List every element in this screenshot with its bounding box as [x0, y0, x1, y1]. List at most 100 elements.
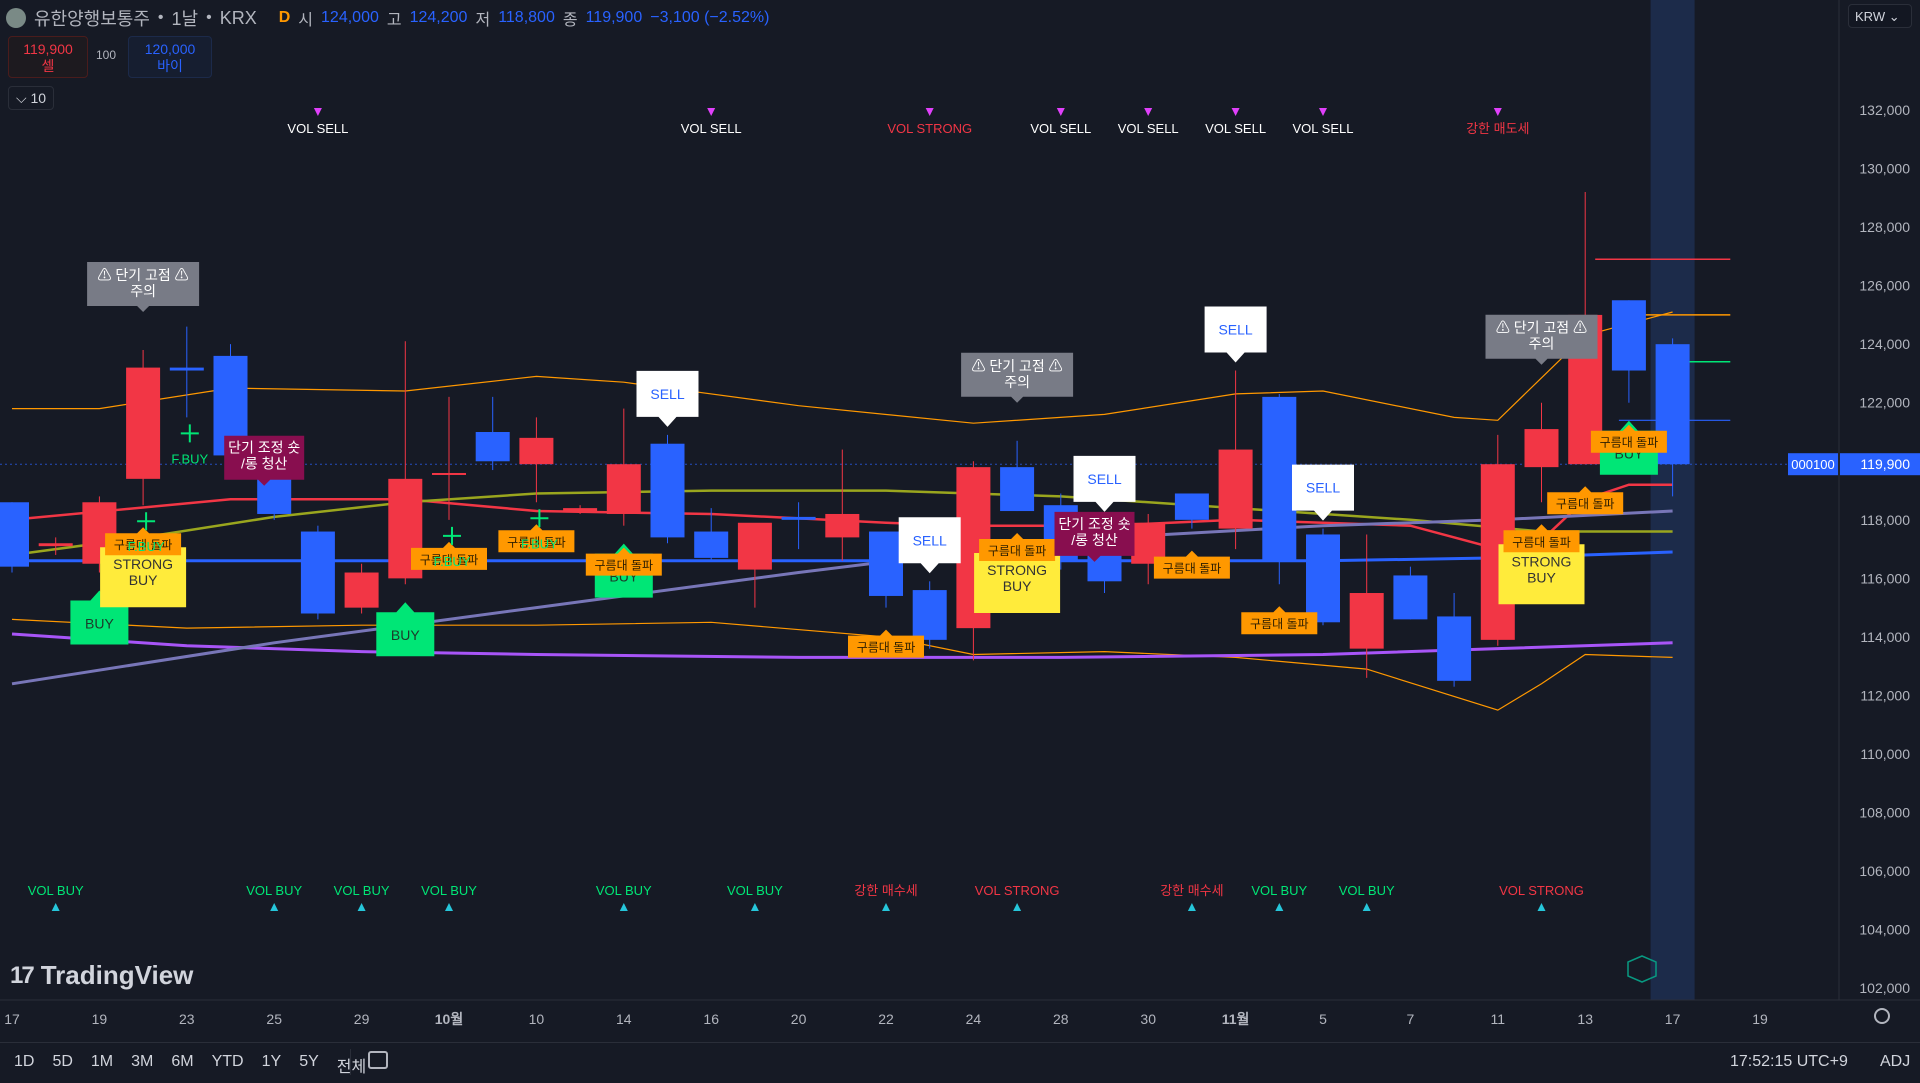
vol-sell-label: VOL SELL: [1205, 121, 1266, 136]
indicator-toggle-button[interactable]: ⌵ 10: [8, 86, 54, 110]
candle-body: [1000, 467, 1035, 512]
vol-buy-marker-icon: [357, 903, 366, 911]
candle-body: [1174, 493, 1209, 520]
range-all[interactable]: 전체: [336, 1059, 367, 1076]
caution-tag: [961, 352, 1074, 403]
date-tick-label: 5: [1319, 1011, 1327, 1027]
vol-buy-marker-icon: [882, 903, 890, 911]
interval-label[interactable]: 1날: [171, 9, 199, 29]
price-tick-label: 106,000: [1859, 863, 1910, 879]
vol-sell-marker-icon: [925, 108, 934, 116]
vol-sell-marker-icon: [1493, 108, 1502, 116]
range-5y[interactable]: 5Y: [299, 1053, 319, 1070]
settings-gear-icon[interactable]: [1874, 1008, 1890, 1024]
fbuy-label: F.BUY: [521, 536, 558, 551]
candle-body: [432, 472, 466, 475]
vol-buy-label: VOL BUY: [421, 883, 477, 898]
range-6m[interactable]: 6M: [171, 1053, 194, 1070]
cloud-break-label: 구름대 돌파: [595, 559, 654, 573]
price-tick-label: 124,000: [1859, 336, 1910, 352]
range-ytd[interactable]: YTD: [211, 1053, 244, 1070]
currency-select[interactable]: KRW ⌄: [1848, 4, 1912, 28]
caution-label: ⚠ 단기 고점 ⚠: [1496, 320, 1587, 336]
date-tick-label: 29: [354, 1011, 370, 1027]
candle-body: [1218, 449, 1253, 529]
sell-signal-tag: [898, 517, 961, 574]
cloud-break-tag: [1503, 524, 1580, 553]
tradingview-logo[interactable]: 17 TradingView: [10, 960, 193, 991]
vol-buy-label: VOL BUY: [1339, 883, 1395, 898]
date-tick-label: 22: [878, 1011, 894, 1027]
vol-buy-marker-icon: [1187, 903, 1196, 911]
candle-body: [606, 464, 641, 514]
sell-signal-label: SELL: [913, 532, 947, 548]
cloud-break-label: 구름대 돌파: [1512, 535, 1571, 549]
range-1d[interactable]: 1D: [14, 1053, 35, 1070]
vol-buy-marker-icon: [1537, 903, 1546, 911]
order-quantity[interactable]: 100: [96, 48, 117, 62]
strong-buy-label: STRONG: [1512, 553, 1572, 569]
open-value: 124,000: [321, 9, 379, 26]
vol-sell-label: VOL SELL: [1293, 121, 1354, 136]
low-label: 저: [475, 12, 491, 29]
vol-sell-label: VOL SELL: [287, 121, 348, 136]
cloud-break-tag: [979, 533, 1056, 562]
adj-button[interactable]: ADJ: [1880, 1053, 1911, 1070]
symbol-title[interactable]: 유한양행보통주: [34, 9, 150, 29]
clock-display[interactable]: 17:52:15 UTC+9: [1730, 1053, 1848, 1070]
vol-buy-marker-icon: [270, 903, 279, 911]
vol-sell-label: VOL SELL: [1030, 121, 1091, 136]
candle-body: [169, 367, 204, 371]
date-range-calendar-icon[interactable]: [368, 1051, 388, 1069]
last-price-label: 119,900: [1860, 456, 1910, 472]
vol-sell-label: 강한 매도세: [1466, 121, 1529, 136]
vol-buy-marker-icon: [1275, 903, 1284, 911]
candle-body: [1393, 575, 1428, 620]
vol-buy-label: VOL BUY: [727, 883, 783, 898]
vol-sell-label: VOL SELL: [1118, 121, 1179, 136]
bottom-toolbar: 1D 5D 1M 3M 6M YTD 1Y 5Y 전체 17:52:15 UTC…: [0, 1042, 1920, 1083]
range-5d[interactable]: 5D: [52, 1053, 73, 1070]
sell-button[interactable]: 119,900 셀: [8, 36, 88, 78]
price-tick-label: 116,000: [1860, 570, 1910, 586]
cloud-band-line: [11, 618, 1673, 711]
change-value: −3,100 (−2.52%): [650, 9, 770, 26]
vol-buy-label: VOL STRONG: [975, 883, 1060, 898]
symbol-code-badge: [1788, 453, 1838, 476]
candle-body: [694, 531, 729, 558]
short-signal-label: /롱 청산: [1071, 532, 1118, 548]
fbuy-label: F.BUY: [171, 451, 208, 466]
vol-buy-marker-icon: [445, 903, 453, 911]
cloud-break-tag: [1241, 606, 1318, 635]
date-tick-label: 10: [529, 1011, 545, 1027]
date-tick-label: 17: [1665, 1011, 1681, 1027]
exchange-label: KRX: [219, 7, 257, 28]
buy-button[interactable]: 120,000 바이: [128, 36, 212, 78]
vol-sell-marker-icon: [1319, 108, 1327, 116]
price-tick-label: 126,000: [1859, 278, 1910, 294]
strong-buy-label: BUY: [129, 572, 158, 588]
bar-type-badge: D: [278, 9, 291, 26]
range-1y[interactable]: 1Y: [261, 1053, 282, 1070]
vol-sell-marker-icon: [1231, 108, 1240, 116]
sell-signal-label: SELL: [1087, 471, 1121, 487]
range-1m[interactable]: 1M: [90, 1053, 114, 1070]
cloud-break-label: 구름대 돌파: [1163, 562, 1222, 576]
vol-buy-label: VOL BUY: [246, 883, 302, 898]
price-chart[interactable]: 132,000 130,000 128,000 126,000 124,000 122,0…: [0, 0, 1920, 1042]
cloud-break-tag: [105, 527, 182, 556]
candle-body: [563, 508, 598, 512]
cloud-break-label: 구름대 돌파: [114, 538, 173, 552]
caution-label: ⚠ 단기 고점 ⚠: [971, 358, 1062, 374]
tradingview-logo-icon: 17: [10, 961, 35, 989]
caution-label: 주의: [1529, 336, 1555, 352]
sell-signal-label: SELL: [1218, 322, 1252, 338]
short-signal-tag: [1054, 511, 1135, 562]
buy-signal-label: BUY: [391, 627, 420, 643]
price-tick-label: 114,000: [1860, 629, 1910, 645]
vol-sell-marker-icon: [1056, 108, 1065, 116]
range-3m[interactable]: 3M: [131, 1053, 154, 1070]
candle-body: [1349, 593, 1384, 649]
vol-sell-label: VOL STRONG: [887, 121, 972, 136]
cloud-break-label: 구름대 돌파: [1556, 497, 1615, 511]
